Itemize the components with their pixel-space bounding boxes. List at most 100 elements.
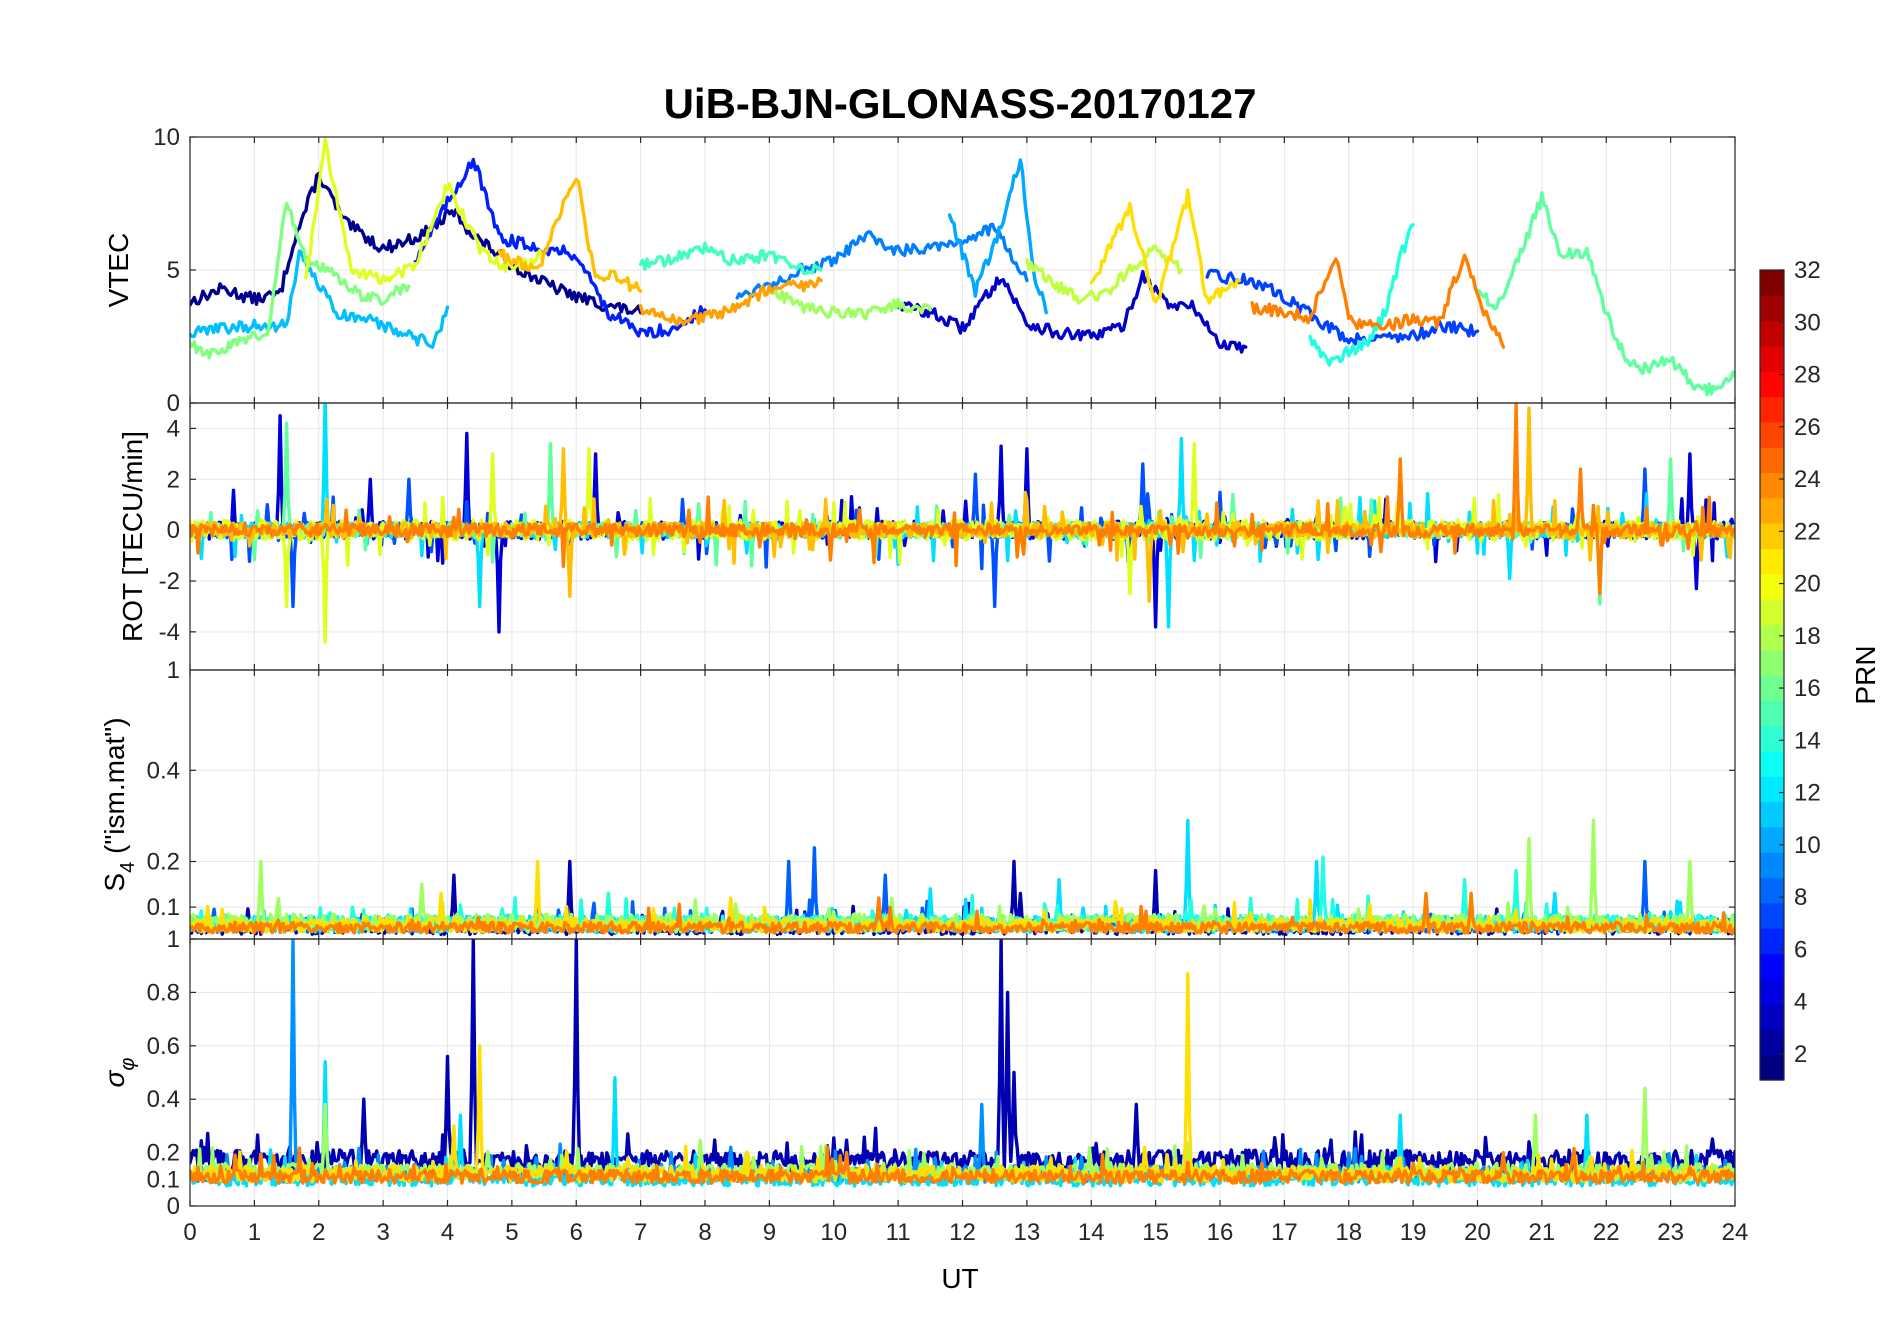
ytick-label-sigma-0.6: 0.6 bbox=[147, 1033, 180, 1060]
colorbar-level-19 bbox=[1760, 599, 1784, 625]
trace-sigma-prn-24- bbox=[190, 1145, 1735, 1185]
xtick-label-12: 12 bbox=[949, 1219, 976, 1246]
colorbar-tick-label-8: 8 bbox=[1794, 884, 1807, 911]
ytick-label-rot-4: 4 bbox=[167, 415, 180, 442]
colorbar-tick-label-16: 16 bbox=[1794, 675, 1821, 702]
xtick-label-6: 6 bbox=[570, 1219, 583, 1246]
ytick-label-vtec-0: 0 bbox=[167, 390, 180, 417]
panel-sigma: 00.10.2 0.4 0.6 0.8 1 σφ bbox=[99, 926, 1736, 1220]
trace-vtec-prn-10 bbox=[947, 158, 1048, 315]
colorbar-level-21 bbox=[1760, 548, 1784, 575]
colorbar-level-17 bbox=[1760, 649, 1784, 676]
y-axis-label-s4: S4 ("ism.mat") bbox=[99, 717, 139, 891]
y-axis-label-rest-s4: ("ism.mat") bbox=[99, 717, 130, 861]
colorbar-frame bbox=[1759, 269, 1785, 1081]
y-axis-label-sigma: σφ bbox=[99, 1058, 139, 1088]
y-axis-label-vtec: VTEC bbox=[103, 233, 134, 308]
colorbar-level-11 bbox=[1760, 801, 1784, 828]
xtick-label-20: 20 bbox=[1464, 1219, 1491, 1246]
ytick-label-s4-0.2: 0.2 bbox=[147, 848, 180, 875]
series-vtec bbox=[190, 137, 1735, 397]
trace-s4-prn-24-s4 bbox=[190, 891, 1735, 935]
x-axis-label: UT bbox=[941, 1263, 978, 1294]
trace-vtec-prn-5 bbox=[413, 157, 707, 339]
panel-s4: 0.1 0.2 0.4 1 S4 ("ism.mat") bbox=[99, 657, 1736, 940]
series-s4 bbox=[190, 818, 1735, 937]
trace-vtec-prn-23 bbox=[638, 276, 823, 327]
panel-vtec: 0 5 10 VTEC bbox=[103, 124, 1736, 417]
ytick-label-rot--2: -2 bbox=[159, 568, 180, 595]
colorbar-tick-label-32: 32 bbox=[1794, 257, 1821, 284]
colorbar-level-2 bbox=[1760, 1029, 1784, 1056]
ytick-label-vtec-10: 10 bbox=[153, 124, 180, 151]
ytick-label-rot-0: 0 bbox=[167, 517, 180, 544]
trace-vtec-prn-11 bbox=[190, 249, 450, 349]
trace-vtec-prn-21 bbox=[1089, 188, 1241, 305]
series-sigma bbox=[190, 939, 1735, 1188]
colorbar-level-32 bbox=[1760, 270, 1784, 296]
ytick-label-rot--4: -4 bbox=[159, 619, 180, 646]
xtick-label-14: 14 bbox=[1078, 1219, 1105, 1246]
xtick-label-23: 23 bbox=[1657, 1219, 1684, 1246]
ytick-label-sigma-0.8: 0.8 bbox=[147, 979, 180, 1006]
colorbar-level-10 bbox=[1760, 826, 1784, 853]
colorbar-level-12 bbox=[1760, 776, 1784, 803]
trace-vtec-prn-18 bbox=[767, 285, 932, 321]
xtick-label-7: 7 bbox=[634, 1219, 647, 1246]
xtick-label-15: 15 bbox=[1142, 1219, 1169, 1246]
ytick-label-s4-0.1: 0.1 bbox=[147, 894, 180, 921]
colorbar-tick-label-12: 12 bbox=[1794, 780, 1821, 807]
colorbar-level-20 bbox=[1760, 573, 1784, 600]
panel-rot: -4 -2 0 2 4 ROT [TECU/min] bbox=[117, 402, 1736, 671]
colorbar-level-13 bbox=[1760, 750, 1784, 777]
colorbar-tick-label-20: 20 bbox=[1794, 571, 1821, 598]
ytick-label-rot-2: 2 bbox=[167, 466, 180, 493]
xtick-label-16: 16 bbox=[1207, 1219, 1234, 1246]
colorbar-level-4 bbox=[1760, 978, 1784, 1005]
xtick-label-1: 1 bbox=[248, 1219, 261, 1246]
trace-vtec-prn-16 bbox=[1475, 191, 1735, 397]
trace-sigma-prn-2- bbox=[190, 939, 1735, 1173]
colorbar-tick-label-24: 24 bbox=[1794, 466, 1821, 493]
xtick-label-21: 21 bbox=[1529, 1219, 1556, 1246]
axes-frame-sigma bbox=[189, 938, 1736, 1207]
ytick-label-sigma-0.1: 0.1 bbox=[147, 1166, 180, 1193]
y-axis-label-rot: ROT [TECU/min] bbox=[117, 431, 148, 642]
trace-vtec-prn-15 bbox=[638, 241, 823, 275]
xtick-label-3: 3 bbox=[376, 1219, 389, 1246]
colorbar-level-22 bbox=[1760, 523, 1784, 550]
trace-vtec-prn-1 bbox=[190, 171, 643, 315]
colorbar-tick-label-18: 18 bbox=[1794, 623, 1821, 650]
colorbar-level-14 bbox=[1760, 725, 1784, 752]
ytick-label-s4-0.4: 0.4 bbox=[147, 757, 180, 784]
ytick-label-sigma-1: 1 bbox=[167, 926, 180, 953]
colorbar-level-31 bbox=[1760, 295, 1784, 322]
colorbar-level-27 bbox=[1760, 396, 1784, 423]
colorbar-level-24 bbox=[1760, 472, 1784, 499]
colorbar-label: PRN bbox=[1850, 645, 1881, 704]
colorbar-tick-label-30: 30 bbox=[1794, 309, 1821, 336]
colorbar-tick-label-26: 26 bbox=[1794, 414, 1821, 441]
xtick-label-4: 4 bbox=[441, 1219, 454, 1246]
xtick-label-22: 22 bbox=[1593, 1219, 1620, 1246]
colorbar-tick-label-14: 14 bbox=[1794, 727, 1821, 754]
colorbar-level-29 bbox=[1760, 345, 1784, 372]
colorbar-level-26 bbox=[1760, 421, 1784, 448]
xtick-label-5: 5 bbox=[505, 1219, 518, 1246]
ytick-label-s4-1: 1 bbox=[167, 657, 180, 684]
colorbar-level-30 bbox=[1760, 320, 1784, 347]
colorbar-tick-label-28: 28 bbox=[1794, 362, 1821, 389]
trace-rot-prn-24-rot bbox=[190, 403, 1735, 596]
y-axis-label-sub-s4: 4 bbox=[117, 862, 139, 873]
ytick-label-sigma-0: 0 bbox=[167, 1193, 180, 1220]
xtick-label-17: 17 bbox=[1271, 1219, 1298, 1246]
colorbar-tick-label-6: 6 bbox=[1794, 936, 1807, 963]
colorbar-level-5 bbox=[1760, 953, 1784, 980]
colorbar-level-1 bbox=[1760, 1054, 1784, 1081]
trace-vtec-prn-8 bbox=[735, 222, 1029, 300]
trace-vtec-prn-17 bbox=[190, 201, 411, 360]
xtick-label-19: 19 bbox=[1400, 1219, 1427, 1246]
colorbar-level-7 bbox=[1760, 902, 1784, 929]
